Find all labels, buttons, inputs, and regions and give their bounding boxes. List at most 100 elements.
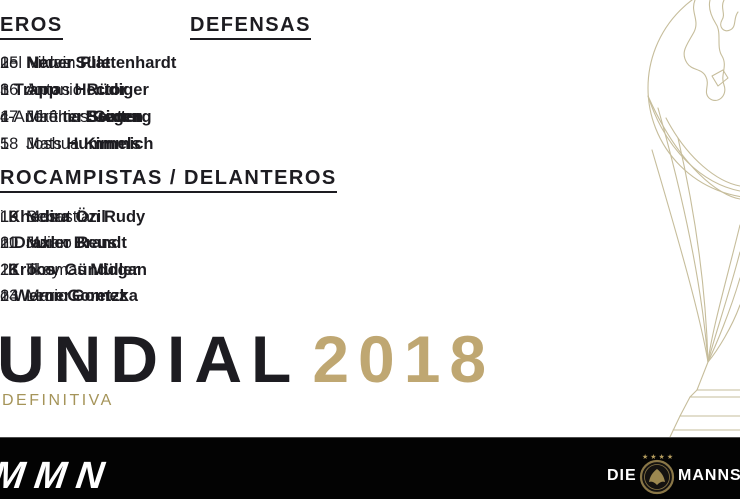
trophy-base-step bbox=[669, 415, 740, 437]
player-last-name: Rüdiger bbox=[86, 81, 149, 99]
player-first-name: c-André bbox=[0, 108, 58, 126]
player-number: 21 bbox=[0, 261, 19, 279]
player-last-name: Ginter bbox=[92, 108, 142, 126]
player-last-name: Goretzka bbox=[67, 287, 138, 305]
player-number: 15 bbox=[0, 54, 19, 72]
trophy-stem-curve bbox=[657, 107, 709, 363]
player-first-name: Marvin bbox=[26, 54, 76, 72]
player-first-name: Jérôme bbox=[26, 108, 82, 126]
trophy-continent-outline bbox=[711, 69, 729, 87]
trophy-ribbon-curve bbox=[647, 95, 740, 200]
player-row: 13 Thomas Müller bbox=[0, 261, 139, 279]
goalkeepers-header: EROS bbox=[0, 15, 63, 40]
player-last-name: Trapp bbox=[13, 81, 59, 99]
player-first-name: n bbox=[0, 81, 10, 99]
player-first-name: Jonas bbox=[26, 81, 71, 99]
die-mannschaft-logo-left: DIE bbox=[607, 467, 637, 484]
player-last-name: Müller bbox=[90, 261, 139, 279]
player-first-name: n bbox=[0, 234, 10, 252]
die-mannschaft-logo-right: MANNS bbox=[678, 467, 740, 484]
player-row: uel Neuer bbox=[0, 54, 73, 72]
player-row: o Werner bbox=[0, 287, 70, 305]
trophy-continent-outline bbox=[720, 0, 739, 32]
player-first-name: Mesut bbox=[26, 208, 71, 226]
crest-eagle bbox=[649, 469, 665, 485]
player-first-name: Sebastian bbox=[26, 208, 100, 226]
player-number: 18 bbox=[0, 135, 19, 153]
footer-bar: MMN DIE ★★★★ MANNS bbox=[0, 437, 740, 499]
player-first-name: Niklas bbox=[26, 54, 71, 72]
crest-stars: ★★★★ bbox=[642, 454, 676, 461]
page-subtitle: DEFINITIVA bbox=[2, 392, 114, 409]
player-row: 14 Leon Goretzka bbox=[0, 287, 138, 305]
trophy-ribbon-curve bbox=[647, 95, 740, 192]
player-first-name: Matthias bbox=[26, 108, 89, 126]
player-last-name: Gomez bbox=[71, 287, 127, 305]
player-last-name: Neuer bbox=[26, 54, 74, 72]
trophy-stem-curve bbox=[707, 224, 740, 363]
player-number: 10 bbox=[0, 208, 19, 226]
player-number: 3 bbox=[0, 81, 10, 99]
player-first-name: uel bbox=[0, 54, 23, 72]
player-row: 10 Mesut Özil bbox=[0, 208, 106, 226]
player-last-name: Özil bbox=[75, 208, 106, 226]
player-row: 18 Joshua Kimmich bbox=[0, 135, 154, 153]
trophy-base-step bbox=[696, 361, 740, 391]
player-last-name: Süle bbox=[75, 54, 111, 72]
defenders-header: DEFENSAS bbox=[190, 15, 311, 40]
trophy-base-step bbox=[689, 389, 740, 398]
player-first-name: Marco bbox=[26, 234, 72, 252]
trophy-stem-curve bbox=[707, 251, 740, 363]
trophy-stem-curve bbox=[707, 304, 740, 363]
player-row: 15 Niklas Süle bbox=[0, 54, 110, 72]
player-number: 19 bbox=[0, 208, 19, 226]
player-row: 2 Marvin Plattenhardt bbox=[0, 54, 176, 72]
page-title: UNDIAL 2018 bbox=[0, 326, 495, 392]
player-row: 3 Jonas Hector bbox=[0, 81, 127, 99]
midfield-forwards-header: ROCAMPISTAS / DELANTEROS bbox=[0, 168, 337, 193]
player-row: 21 Ilkay Gündogan bbox=[0, 261, 147, 279]
player-number: 16 bbox=[0, 81, 19, 99]
trophy-ribbon-curve bbox=[665, 117, 740, 187]
trophy-stem-curve bbox=[677, 137, 709, 363]
player-first-name: Thomas bbox=[26, 261, 86, 279]
player-first-name: Julian bbox=[26, 234, 70, 252]
player-first-name: Mario bbox=[26, 287, 68, 305]
player-row: n Draxler bbox=[0, 234, 71, 252]
player-last-name: Boateng bbox=[85, 108, 152, 126]
player-number: 23 bbox=[0, 287, 19, 305]
player-row: c-André ter Stegen bbox=[0, 108, 143, 126]
player-last-name: Brandt bbox=[73, 234, 127, 252]
player-last-name: Khedira bbox=[8, 208, 70, 226]
player-row: 20 Julian Brandt bbox=[0, 234, 127, 252]
player-first-name: Joshua bbox=[26, 135, 80, 153]
player-last-name: Hector bbox=[74, 81, 127, 99]
dfb-crest-icon bbox=[639, 459, 675, 495]
player-row: Kroos bbox=[8, 261, 56, 279]
player-last-name: ter Stegen bbox=[62, 108, 144, 126]
player-first-name: Leon bbox=[26, 287, 63, 305]
player-row: 16 Antonio Rüdiger bbox=[0, 81, 149, 99]
trophy-stem-curve bbox=[707, 277, 740, 363]
player-first-name: Ilkay bbox=[26, 261, 60, 279]
player-last-name: Kimmich bbox=[83, 135, 154, 153]
player-row: 17 Jérôme Boateng bbox=[0, 108, 152, 126]
player-last-name: Werner bbox=[13, 287, 71, 305]
player-number: 2 bbox=[0, 54, 10, 72]
title-mundial-fragment: UNDIAL bbox=[0, 322, 301, 396]
player-row: 5 Mats Hummels bbox=[0, 135, 141, 153]
title-year: 2018 bbox=[312, 322, 496, 396]
player-number: 14 bbox=[0, 287, 19, 305]
player-number: 4 bbox=[0, 108, 10, 126]
player-first-name: Antonio bbox=[26, 81, 82, 99]
player-row: n Trapp bbox=[0, 81, 59, 99]
player-last-name: Gündogan bbox=[64, 261, 148, 279]
trophy-stem-curve bbox=[651, 149, 709, 363]
player-number: 11 bbox=[0, 234, 18, 252]
player-last-name: Hummels bbox=[66, 135, 141, 153]
player-first-name: o bbox=[0, 287, 10, 305]
left-logo-fragment: MMN bbox=[0, 455, 117, 497]
player-last-name: Rudy bbox=[103, 208, 146, 226]
player-row: 19 Sebastian Rudy bbox=[0, 208, 145, 226]
